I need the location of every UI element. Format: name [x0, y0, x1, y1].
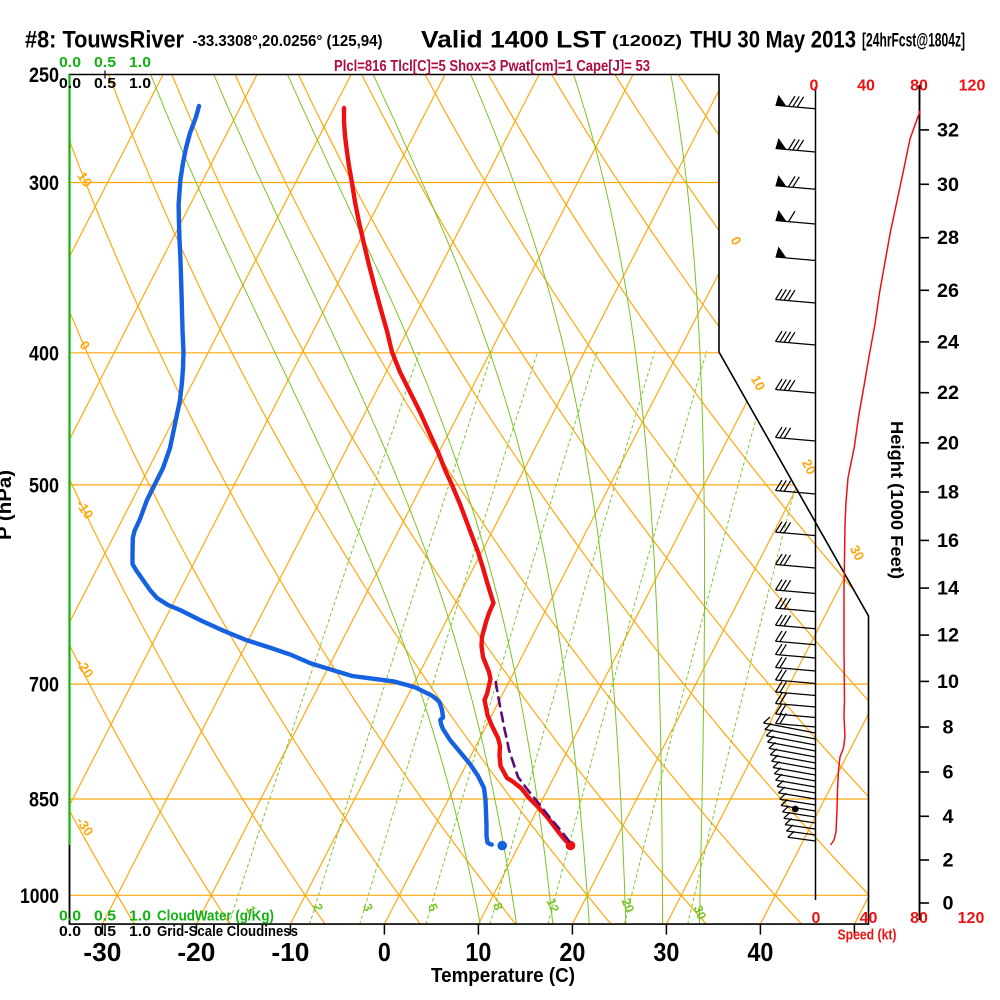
svg-text:30: 30 — [937, 175, 959, 196]
svg-text:1.0: 1.0 — [129, 924, 151, 940]
svg-text:850: 850 — [29, 788, 59, 812]
svg-text:30: 30 — [691, 903, 709, 921]
svg-text:10: 10 — [465, 937, 491, 967]
svg-text:700: 700 — [29, 673, 59, 697]
svg-text:10: 10 — [748, 373, 768, 393]
svg-text:1.0: 1.0 — [129, 55, 151, 71]
svg-text:0.0: 0.0 — [59, 55, 81, 71]
svg-text:250: 250 — [29, 63, 59, 87]
svg-text:CloudWater (g/Kg): CloudWater (g/Kg) — [157, 909, 274, 925]
svg-text:Speed (kt): Speed (kt) — [838, 928, 897, 944]
svg-text:300: 300 — [29, 171, 59, 195]
svg-text:400: 400 — [29, 341, 59, 365]
svg-text:30: 30 — [847, 543, 867, 563]
svg-text:2: 2 — [943, 850, 954, 871]
svg-text:#8: TouwsRiver: #8: TouwsRiver — [25, 27, 184, 54]
svg-text:-10: -10 — [271, 937, 309, 967]
svg-text:Temperature (C): Temperature (C) — [431, 964, 575, 987]
svg-text:24: 24 — [937, 332, 959, 353]
svg-text:0.5: 0.5 — [94, 55, 116, 71]
svg-text:10: 10 — [937, 672, 959, 693]
svg-text:Plcl=816 Tlcl[C]=5 Shox=3 Pwat: Plcl=816 Tlcl[C]=5 Shox=3 Pwat[cm]=1 Cap… — [334, 58, 650, 75]
svg-text:40: 40 — [747, 937, 773, 967]
svg-text:Valid 1400 LST: Valid 1400 LST — [421, 27, 606, 54]
svg-text:20: 20 — [937, 433, 959, 454]
svg-text:12: 12 — [544, 896, 562, 914]
svg-text:40: 40 — [857, 78, 875, 95]
svg-text:20: 20 — [619, 896, 637, 914]
svg-text:-30: -30 — [83, 937, 121, 967]
svg-text:0.5: 0.5 — [94, 909, 116, 925]
svg-text:120: 120 — [958, 910, 985, 927]
svg-text:26: 26 — [937, 281, 959, 302]
svg-text:20: 20 — [559, 937, 585, 967]
svg-text:1.0: 1.0 — [129, 909, 151, 925]
svg-text:10: 10 — [74, 169, 95, 190]
svg-text:12: 12 — [937, 626, 959, 647]
svg-text:8: 8 — [490, 901, 506, 913]
svg-text:4: 4 — [943, 807, 954, 828]
svg-text:THU 30 May 2013: THU 30 May 2013 — [690, 27, 856, 54]
svg-text:3: 3 — [360, 902, 376, 914]
svg-text:16: 16 — [937, 531, 959, 552]
svg-text:120: 120 — [959, 78, 986, 95]
svg-text:0: 0 — [812, 910, 821, 927]
svg-text:0.0: 0.0 — [59, 924, 81, 940]
svg-text:-33.3308°,20.0256° (125,94): -33.3308°,20.0256° (125,94) — [193, 33, 383, 50]
svg-text:0: 0 — [810, 78, 819, 95]
svg-text:2: 2 — [310, 902, 326, 914]
svg-text:1: 1 — [243, 904, 259, 916]
svg-text:6: 6 — [943, 762, 954, 783]
svg-text:0.5: 0.5 — [94, 924, 116, 940]
svg-text:8: 8 — [943, 718, 954, 739]
svg-text:500: 500 — [29, 473, 59, 497]
svg-text:18: 18 — [937, 482, 959, 503]
svg-text:0.0: 0.0 — [59, 76, 81, 92]
svg-text:P (hPa): P (hPa) — [0, 470, 16, 540]
svg-text:Height (1000 Feet): Height (1000 Feet) — [887, 421, 907, 579]
svg-text:(1200Z): (1200Z) — [612, 33, 682, 50]
svg-text:[24hrFcst@1804z]: [24hrFcst@1804z] — [862, 31, 965, 52]
svg-text:20: 20 — [799, 457, 819, 477]
svg-text:40: 40 — [860, 910, 878, 927]
svg-text:28: 28 — [937, 228, 959, 249]
svg-text:5: 5 — [425, 902, 441, 914]
svg-text:0: 0 — [378, 937, 391, 967]
svg-text:1.0: 1.0 — [129, 76, 151, 92]
svg-text:0.0: 0.0 — [59, 909, 81, 925]
svg-text:32: 32 — [937, 120, 959, 141]
svg-text:Grid-Scale Cloudiness: Grid-Scale Cloudiness — [157, 924, 298, 940]
svg-text:0.5: 0.5 — [94, 76, 116, 92]
svg-text:-20: -20 — [177, 937, 215, 967]
svg-text:0: 0 — [943, 894, 954, 915]
svg-text:14: 14 — [937, 579, 959, 600]
svg-text:30: 30 — [653, 937, 679, 967]
svg-text:1000: 1000 — [20, 884, 59, 908]
svg-text:22: 22 — [937, 383, 959, 404]
